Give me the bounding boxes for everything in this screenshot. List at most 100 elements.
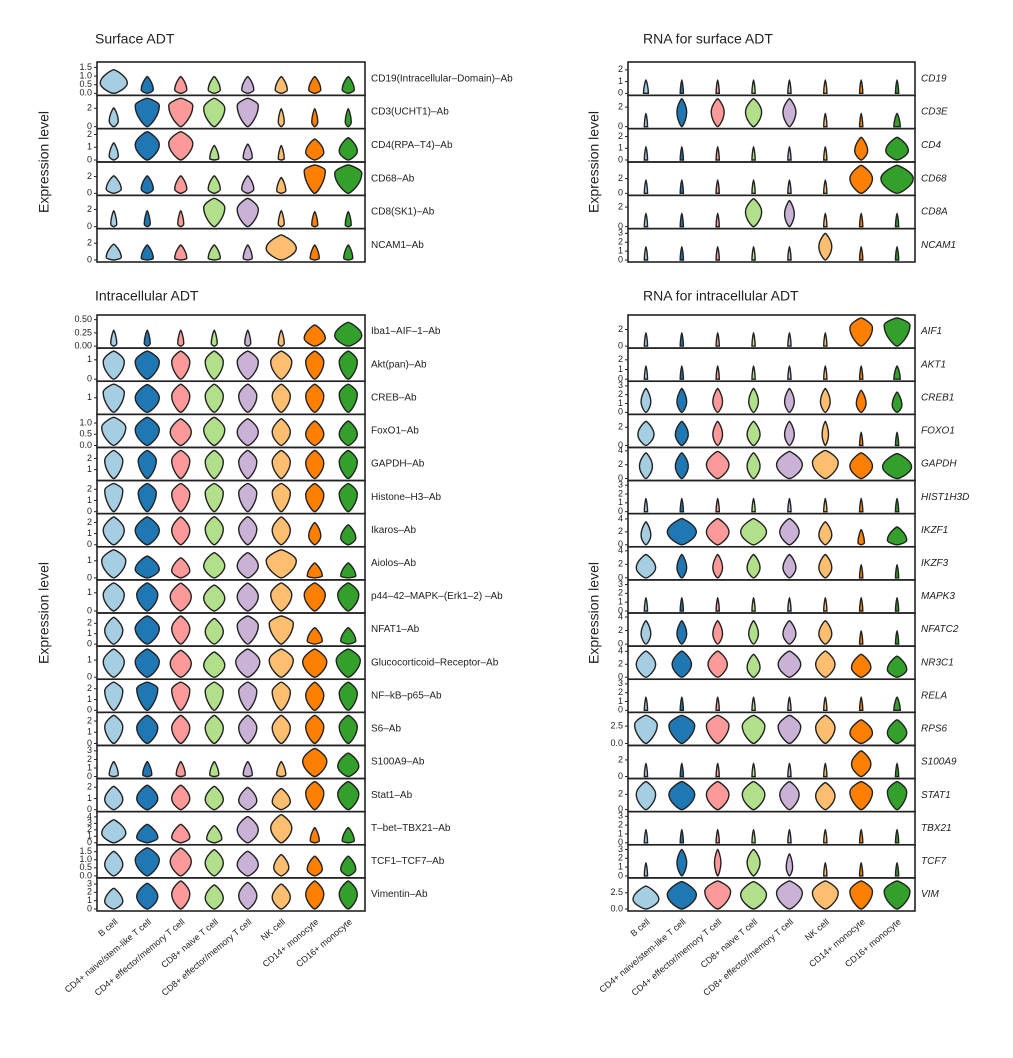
violin xyxy=(207,75,221,95)
violin xyxy=(102,383,126,414)
y-tick-label: 3 xyxy=(618,579,623,589)
violin xyxy=(306,855,323,877)
y-tick-label: 2 xyxy=(87,824,92,834)
violin xyxy=(108,760,119,778)
violin xyxy=(238,515,258,546)
y-tick-label: 3 xyxy=(618,380,623,390)
row-label: S6–Ab xyxy=(371,724,401,735)
violin xyxy=(782,97,797,128)
violin xyxy=(671,650,693,678)
violin xyxy=(271,681,291,712)
violin xyxy=(679,179,685,195)
violin xyxy=(705,714,730,745)
row-label: GAPDH xyxy=(921,459,957,470)
violin xyxy=(643,112,649,128)
violin xyxy=(236,850,260,877)
violin xyxy=(640,620,652,645)
y-tick-label: 2 xyxy=(618,422,623,432)
y-tick-label: 1 xyxy=(618,245,623,255)
violin xyxy=(134,97,161,128)
violin xyxy=(748,387,760,414)
row-label: NCAM1–Ab xyxy=(371,240,424,251)
violin xyxy=(277,144,285,161)
violin xyxy=(271,482,291,513)
y-tick-label: 1 xyxy=(87,654,92,664)
y-tick-label: 2 xyxy=(618,459,623,469)
row-frame xyxy=(627,645,916,681)
violin xyxy=(643,245,649,261)
violin xyxy=(303,324,327,347)
violin xyxy=(676,553,688,579)
violin xyxy=(340,855,357,877)
violin xyxy=(751,497,756,513)
x-tick-label: B cell xyxy=(628,917,651,939)
violin xyxy=(894,861,900,877)
violin xyxy=(849,880,874,910)
row-frame xyxy=(627,380,916,416)
violin xyxy=(171,482,191,513)
violin xyxy=(271,449,291,480)
y-tick-label: 3 xyxy=(618,811,623,821)
violin xyxy=(643,365,649,380)
violin xyxy=(209,144,220,161)
violin xyxy=(822,112,828,128)
row-frame xyxy=(627,227,916,263)
y-tick-label: 0 xyxy=(618,473,623,483)
violin xyxy=(814,714,836,745)
row-frame xyxy=(627,678,916,714)
violin xyxy=(265,549,298,579)
y-tick-label: 0 xyxy=(618,374,623,384)
violin xyxy=(886,526,908,546)
violin xyxy=(635,780,657,811)
row-label: NR3C1 xyxy=(921,657,954,668)
violin xyxy=(271,383,291,414)
y-tick-label: 2 xyxy=(87,103,92,113)
violin xyxy=(308,75,322,95)
row-frame xyxy=(627,127,916,163)
violin xyxy=(108,107,119,128)
violin xyxy=(642,79,650,95)
violin xyxy=(238,881,258,910)
violin xyxy=(135,681,159,712)
row-frame xyxy=(96,61,366,97)
y-axis-label: Expression level xyxy=(36,562,52,664)
violin xyxy=(705,517,730,546)
row-label: NFAT1–Ab xyxy=(371,624,420,635)
y-tick-label: 2 xyxy=(87,782,92,792)
violin xyxy=(850,653,872,678)
violin xyxy=(104,714,124,745)
violin xyxy=(751,828,756,844)
violin xyxy=(643,762,649,778)
row-label: FOXO1 xyxy=(921,426,955,437)
violin xyxy=(338,383,358,414)
row-label: S100A9–Ab xyxy=(371,757,425,768)
violin xyxy=(785,853,794,877)
y-tick-label: 0 xyxy=(87,506,92,516)
violin xyxy=(643,828,649,844)
violin xyxy=(787,245,792,261)
violin xyxy=(338,714,358,745)
violin xyxy=(632,885,660,910)
violin xyxy=(110,329,118,347)
y-tick-label: 2 xyxy=(618,625,623,635)
violin xyxy=(236,551,260,579)
violin xyxy=(751,762,756,778)
y-tick-label: 2 xyxy=(618,64,623,74)
violin xyxy=(171,823,191,844)
violin xyxy=(894,79,900,95)
violin xyxy=(268,648,295,678)
violin xyxy=(169,582,193,612)
violin xyxy=(787,332,792,347)
violin xyxy=(104,850,124,877)
y-tick-label: 0.5 xyxy=(79,429,92,439)
violin xyxy=(238,482,258,513)
y-tick-label: 0 xyxy=(87,374,92,384)
y-tick-label: 0.0 xyxy=(79,88,92,98)
violin xyxy=(668,714,696,745)
violin xyxy=(175,760,186,778)
violin xyxy=(746,848,761,877)
y-tick-label: 1 xyxy=(87,464,92,474)
violin xyxy=(779,517,800,546)
violin xyxy=(177,329,185,347)
